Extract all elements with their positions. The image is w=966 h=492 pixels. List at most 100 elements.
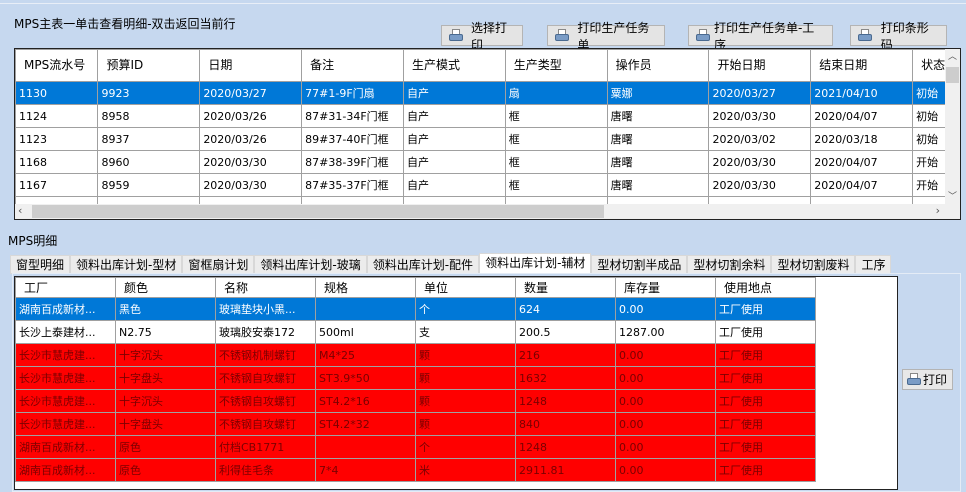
select-print-button[interactable]: 选择打印 — [441, 21, 523, 52]
table-cell: 2020/03/26 — [199, 104, 303, 128]
table-row[interactable]: 1167 8959 2020/03/30 87#35-37F门框 自产框唐曙 2020/0… — [15, 173, 960, 197]
table-cell: 利得佳毛条 — [215, 458, 316, 482]
table-row[interactable]: 1130 9923 2020/03/27 77#1-9F门扇 自产扇粟娜 2020/03/… — [15, 81, 960, 105]
table-cell: 77#1-9F门扇 — [301, 81, 404, 105]
table-cell: 1167 — [15, 173, 99, 197]
table-cell: 工厂使用 — [715, 366, 816, 390]
table-cell: M4*25 — [315, 343, 416, 367]
table-row[interactable]: 长沙市慧虎建... 十字沉头 不锈钢机制螺钉 M4*25 颗 216 0.00 工厂使用 — [15, 343, 816, 367]
table-cell: 2021/04/10 — [810, 81, 914, 105]
tab-0[interactable]: 窗型明细 — [10, 255, 71, 274]
tab-2[interactable]: 窗框扇计划 — [182, 255, 255, 274]
tab-3[interactable]: 领料出库计划-玻璃 — [254, 255, 367, 274]
table-cell: 7*4 — [315, 458, 416, 482]
tab-6[interactable]: 型材切割半成品 — [591, 255, 688, 274]
table-cell: 2020/03/27 — [199, 81, 303, 105]
column-header[interactable]: 操作员 — [606, 49, 710, 82]
tab-1[interactable]: 领料出库计划-型材 — [70, 255, 183, 274]
detail-tabs: 窗型明细 领料出库计划-型材 窗框扇计划 领料出库计划-玻璃 领料出库计划-配件 领料出库… — [10, 253, 892, 274]
table-cell: 840 — [515, 412, 616, 436]
tab-8[interactable]: 型材切割废料 — [771, 255, 856, 274]
table-row[interactable]: 湖南百成新材... 黑色 玻璃垫块小黑... 个 624 0.00 工厂使用 — [15, 297, 816, 321]
column-header[interactable]: 颜色 — [115, 277, 216, 298]
table-row[interactable]: 湖南百成新材... 原色 付档CB1771 个 1248 0.00 工厂使用 — [15, 435, 816, 459]
table-cell: 216 — [515, 343, 616, 367]
table-cell: 粟娜 — [606, 81, 710, 105]
table-cell: 2020/04/07 — [810, 150, 914, 174]
tab-9[interactable]: 工序 — [855, 255, 892, 274]
column-header[interactable]: 库存量 — [615, 277, 716, 298]
table-cell: 唐曙 — [606, 150, 710, 174]
table-cell: 2020/04/07 — [810, 173, 914, 197]
table-cell: 框 — [504, 173, 608, 197]
master-grid[interactable]: MPS流水号 预算ID 日期 备注 生产模式 生产类型 操作员 开始日期 结束日期 状态 1130 9… — [14, 48, 961, 220]
table-row[interactable]: 1168 8960 2020/03/30 87#38-39F门框 自产框唐曙 2020/0… — [15, 150, 960, 174]
table-cell: 不锈钢自攻螺钉 — [215, 412, 316, 436]
tab-5[interactable]: 领料出库计划-辅材 — [479, 253, 592, 274]
print-button[interactable]: 打印 — [902, 369, 953, 390]
table-cell: 不锈钢自攻螺钉 — [215, 389, 316, 413]
table-cell: N2.75 — [115, 320, 216, 344]
table-cell: 2020/03/27 — [708, 81, 812, 105]
tab-7[interactable]: 型材切割余料 — [687, 255, 772, 274]
table-cell: 颗 — [415, 343, 516, 367]
table-cell: 1632 — [515, 366, 616, 390]
print-barcode-button[interactable]: 打印条形码 — [850, 21, 947, 52]
table-cell: 十字沉头 — [115, 389, 216, 413]
table-row[interactable]: 长沙上泰建材... N2.75 玻璃胶安泰172 500ml 支 200.5 1287.00… — [15, 320, 816, 344]
column-header[interactable]: 单位 — [415, 277, 516, 298]
table-row[interactable]: 长沙市慧虎建... 十字盘头 不锈钢自攻螺钉 ST3.9*50 颗 1632 0.00 工厂使… — [15, 366, 816, 390]
print-task-button[interactable]: 打印生产任务单 — [547, 21, 665, 52]
table-cell: 工厂使用 — [715, 389, 816, 413]
table-cell: 框 — [504, 104, 608, 128]
table-cell: 付档CB1771 — [215, 435, 316, 459]
column-header[interactable]: 结束日期 — [810, 49, 914, 82]
print-task-process-button[interactable]: 打印生产任务单-工序 — [688, 21, 833, 52]
table-cell: 自产 — [402, 104, 506, 128]
column-header[interactable]: 规格 — [315, 277, 416, 298]
table-cell: 长沙市慧虎建... — [15, 366, 116, 390]
table-cell: 工厂使用 — [715, 297, 816, 321]
tab-4[interactable]: 领料出库计划-配件 — [366, 255, 480, 274]
table-cell: 黑色 — [115, 297, 216, 321]
table-cell: 87#38-39F门框 — [301, 150, 404, 174]
table-cell: 0.00 — [615, 435, 716, 459]
column-header[interactable]: 数量 — [515, 277, 616, 298]
table-row[interactable]: 长沙市慧虎建... 十字盘头 不锈钢自攻螺钉 ST4.2*32 颗 840 0.00 工厂使用 — [15, 412, 816, 436]
table-cell — [315, 435, 416, 459]
table-cell: 1248 — [515, 389, 616, 413]
table-cell: 支 — [415, 320, 516, 344]
table-row[interactable]: 湖南百成新材... 原色 利得佳毛条 7*4 米 2911.81 0.00 工厂使用 — [15, 458, 816, 482]
column-header[interactable]: 使用地点 — [715, 277, 816, 298]
column-header[interactable]: MPS流水号 — [15, 49, 99, 82]
detail-title: MPS明细 — [8, 234, 58, 248]
table-row[interactable]: 长沙市慧虎建... 十字沉头 不锈钢自攻螺钉 ST4.2*16 颗 1248 0.00 工厂使… — [15, 389, 816, 413]
vertical-scrollbar[interactable]: ︿ ﹀ — [945, 49, 960, 204]
column-header[interactable]: 生产类型 — [504, 49, 608, 82]
table-cell: 624 — [515, 297, 616, 321]
column-header[interactable]: 名称 — [215, 277, 316, 298]
column-header[interactable]: 日期 — [199, 49, 303, 82]
table-cell: 原色 — [115, 435, 216, 459]
table-row[interactable]: 1124 8958 2020/03/26 87#31-34F门框 自产框唐曙 2020/0… — [15, 104, 960, 128]
column-header[interactable]: 备注 — [301, 49, 404, 82]
table-cell: 87#35-37F门框 — [301, 173, 404, 197]
master-title: MPS主表一单击查看明细-双击返回当前行 — [14, 17, 236, 31]
table-cell: 框 — [504, 127, 608, 151]
table-cell: 工厂使用 — [715, 435, 816, 459]
table-cell: 长沙市慧虎建... — [15, 389, 116, 413]
table-cell: 玻璃胶安泰172 — [215, 320, 316, 344]
column-header[interactable]: 工厂 — [15, 277, 116, 298]
table-row[interactable]: 1123 8937 2020/03/26 89#37-40F门框 自产框唐曙 2020/0… — [15, 127, 960, 151]
table-cell: 2020/03/30 — [708, 173, 812, 197]
table-cell: 工厂使用 — [715, 458, 816, 482]
table-cell: 0.00 — [615, 458, 716, 482]
horizontal-scrollbar[interactable]: ‹ › — [15, 204, 960, 219]
table-cell: 87#31-34F门框 — [301, 104, 404, 128]
table-cell: 长沙市慧虎建... — [15, 343, 116, 367]
column-header[interactable]: 开始日期 — [708, 49, 812, 82]
column-header[interactable]: 生产模式 — [402, 49, 506, 82]
detail-grid[interactable]: 工厂 颜色 名称 规格 单位 数量 库存量 使用地点 湖南百成新材... 黑色 玻璃垫块小黑... 个… — [14, 276, 898, 490]
printer-icon — [448, 29, 463, 42]
column-header[interactable]: 预算ID — [97, 49, 201, 82]
